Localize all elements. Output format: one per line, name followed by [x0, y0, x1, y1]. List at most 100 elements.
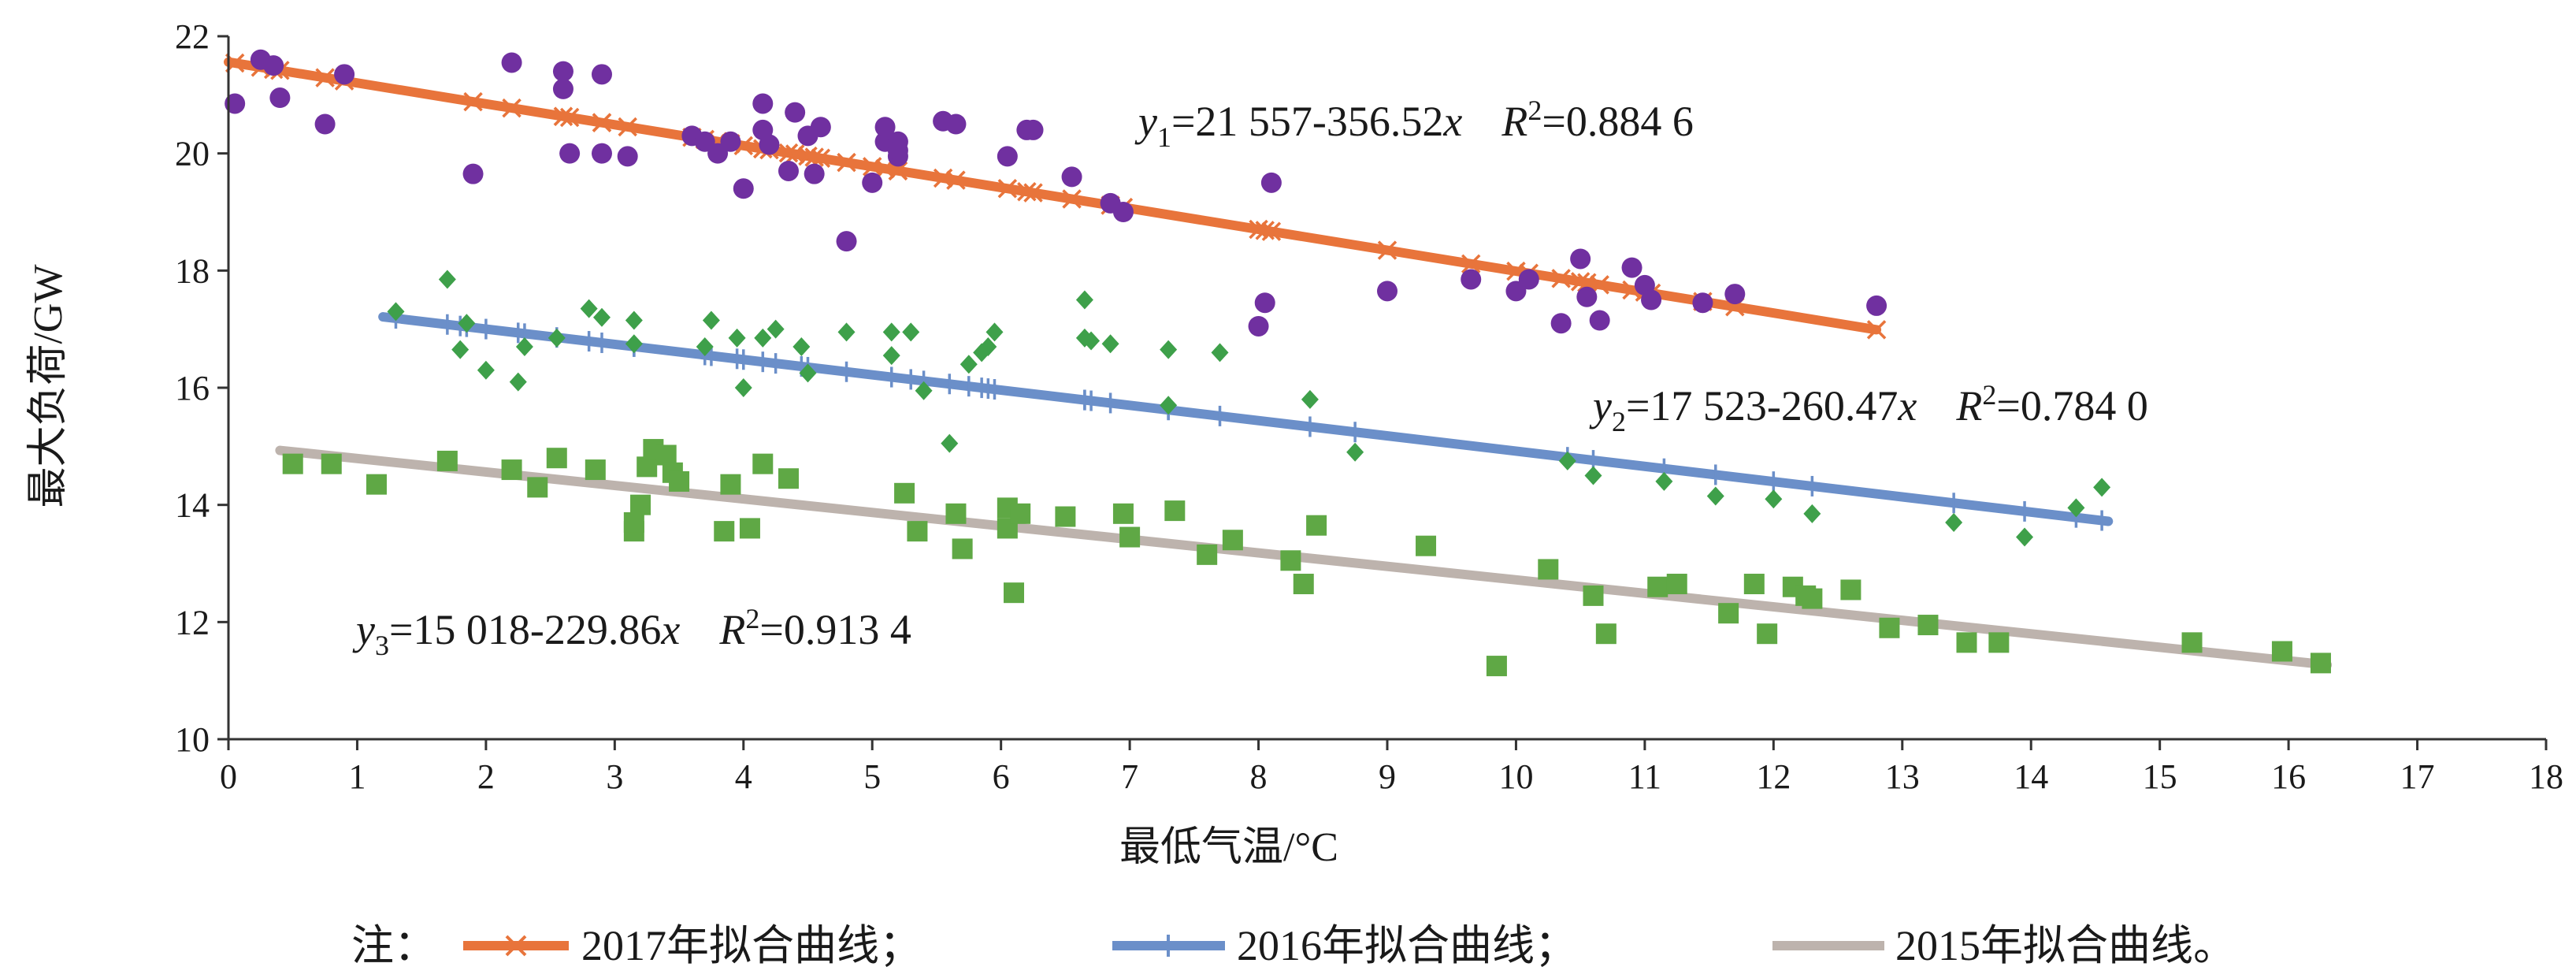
point-2017 [617, 146, 638, 167]
point-2015 [436, 450, 458, 471]
point-2017 [862, 172, 883, 193]
point-2017 [1866, 295, 1887, 316]
point-2016 [1765, 489, 1783, 509]
x-tick-label: 3 [606, 757, 623, 796]
point-2016 [477, 360, 495, 380]
point-2016 [1346, 442, 1364, 462]
x-tick-label: 15 [2143, 757, 2177, 796]
point-2016 [625, 311, 643, 330]
fit-marker-2017 [997, 179, 1018, 199]
point-2016 [728, 328, 746, 348]
point-2017 [804, 163, 825, 184]
point-2016 [458, 314, 476, 333]
point-2016 [2093, 478, 2111, 497]
point-2017 [462, 163, 484, 184]
y-axis-title: 最大负荷/GW [26, 264, 71, 508]
point-2016 [451, 340, 470, 359]
point-2015 [778, 468, 799, 489]
point-2015 [1840, 579, 1861, 601]
point-2017 [1621, 257, 1642, 278]
fit-line-2016 [378, 312, 2114, 526]
y-tick-label: 20 [175, 135, 210, 173]
point-2015 [952, 538, 973, 560]
scatter-points [225, 49, 2331, 677]
fit-marker-2017 [888, 161, 908, 180]
x-tick-label: 9 [1379, 757, 1396, 796]
point-2016 [985, 322, 1004, 342]
point-2016 [1301, 389, 1319, 409]
point-2016 [547, 328, 566, 348]
x-tick-label: 16 [2271, 757, 2306, 796]
point-2015 [1583, 585, 1604, 606]
fit-marker-2017 [1377, 240, 1397, 260]
y-tick-label: 14 [175, 486, 210, 525]
point-2015 [623, 511, 644, 533]
point-2017 [836, 231, 857, 252]
point-2016 [902, 322, 920, 342]
point-2015 [1306, 515, 1327, 536]
point-2016 [625, 334, 643, 354]
point-2017 [887, 139, 908, 161]
point-2015 [321, 453, 342, 474]
point-2015 [366, 474, 387, 495]
point-2016 [580, 299, 598, 318]
point-2016 [1803, 504, 1821, 523]
fit-marker-2017 [1866, 320, 1887, 340]
axes [217, 35, 2548, 750]
point-2016 [509, 372, 527, 392]
point-2017 [945, 113, 967, 135]
point-2016 [837, 322, 856, 342]
point-2017 [1248, 315, 1269, 337]
point-2017 [997, 146, 1018, 167]
point-2015 [637, 456, 658, 478]
point-2017 [1061, 166, 1082, 188]
point-2015 [1879, 617, 1900, 638]
point-2016 [2016, 527, 2034, 547]
x-tick-label: 0 [220, 757, 237, 796]
point-2017 [720, 131, 741, 152]
point-2017 [1576, 286, 1598, 307]
point-2015 [1222, 530, 1243, 551]
point-2015 [1718, 603, 1739, 624]
point-2015 [752, 453, 774, 474]
point-2015 [2310, 653, 2331, 674]
point-2015 [1010, 503, 1031, 524]
point-2015 [501, 459, 522, 481]
point-2017 [1461, 269, 1482, 290]
y-tick-label: 10 [175, 720, 210, 759]
point-2017 [334, 64, 355, 85]
point-2017 [752, 93, 774, 114]
point-2017 [559, 143, 581, 164]
x-tick-label: 18 [2529, 757, 2563, 796]
x-tick-label: 5 [863, 757, 881, 796]
fit-marker-2017 [804, 147, 824, 167]
point-2016 [1101, 334, 1119, 354]
point-2017 [1589, 310, 1610, 331]
point-2015 [1004, 582, 1025, 604]
fit-marker-2017 [463, 91, 483, 112]
point-2017 [591, 143, 612, 164]
point-2017 [810, 117, 831, 138]
point-2016 [592, 307, 611, 327]
legend-label-2015: 2015年拟合曲线。 [1895, 922, 2236, 969]
legend-prefix: 注： [351, 922, 436, 969]
point-2016 [1706, 486, 1724, 506]
point-2015 [546, 448, 567, 469]
fit-marker-2017 [315, 68, 335, 87]
fit-marker-2017 [1551, 269, 1571, 288]
point-2017 [1724, 284, 1746, 305]
point-2015 [1666, 574, 1687, 595]
x-tick-label: 1 [348, 757, 366, 796]
y-tick-label: 22 [175, 17, 210, 56]
x-tick-label: 11 [1628, 757, 1661, 796]
point-2015 [669, 470, 690, 492]
point-2017 [501, 52, 522, 73]
fit-marker-2017 [778, 143, 799, 163]
point-2017 [1550, 313, 1572, 334]
point-2015 [1486, 656, 1507, 677]
fit-marker-2017 [592, 113, 612, 132]
fit-marker-2017 [946, 170, 966, 190]
point-2016 [1160, 396, 1178, 415]
x-tick-label: 4 [735, 757, 752, 796]
fit-marker-2017 [1461, 254, 1481, 274]
